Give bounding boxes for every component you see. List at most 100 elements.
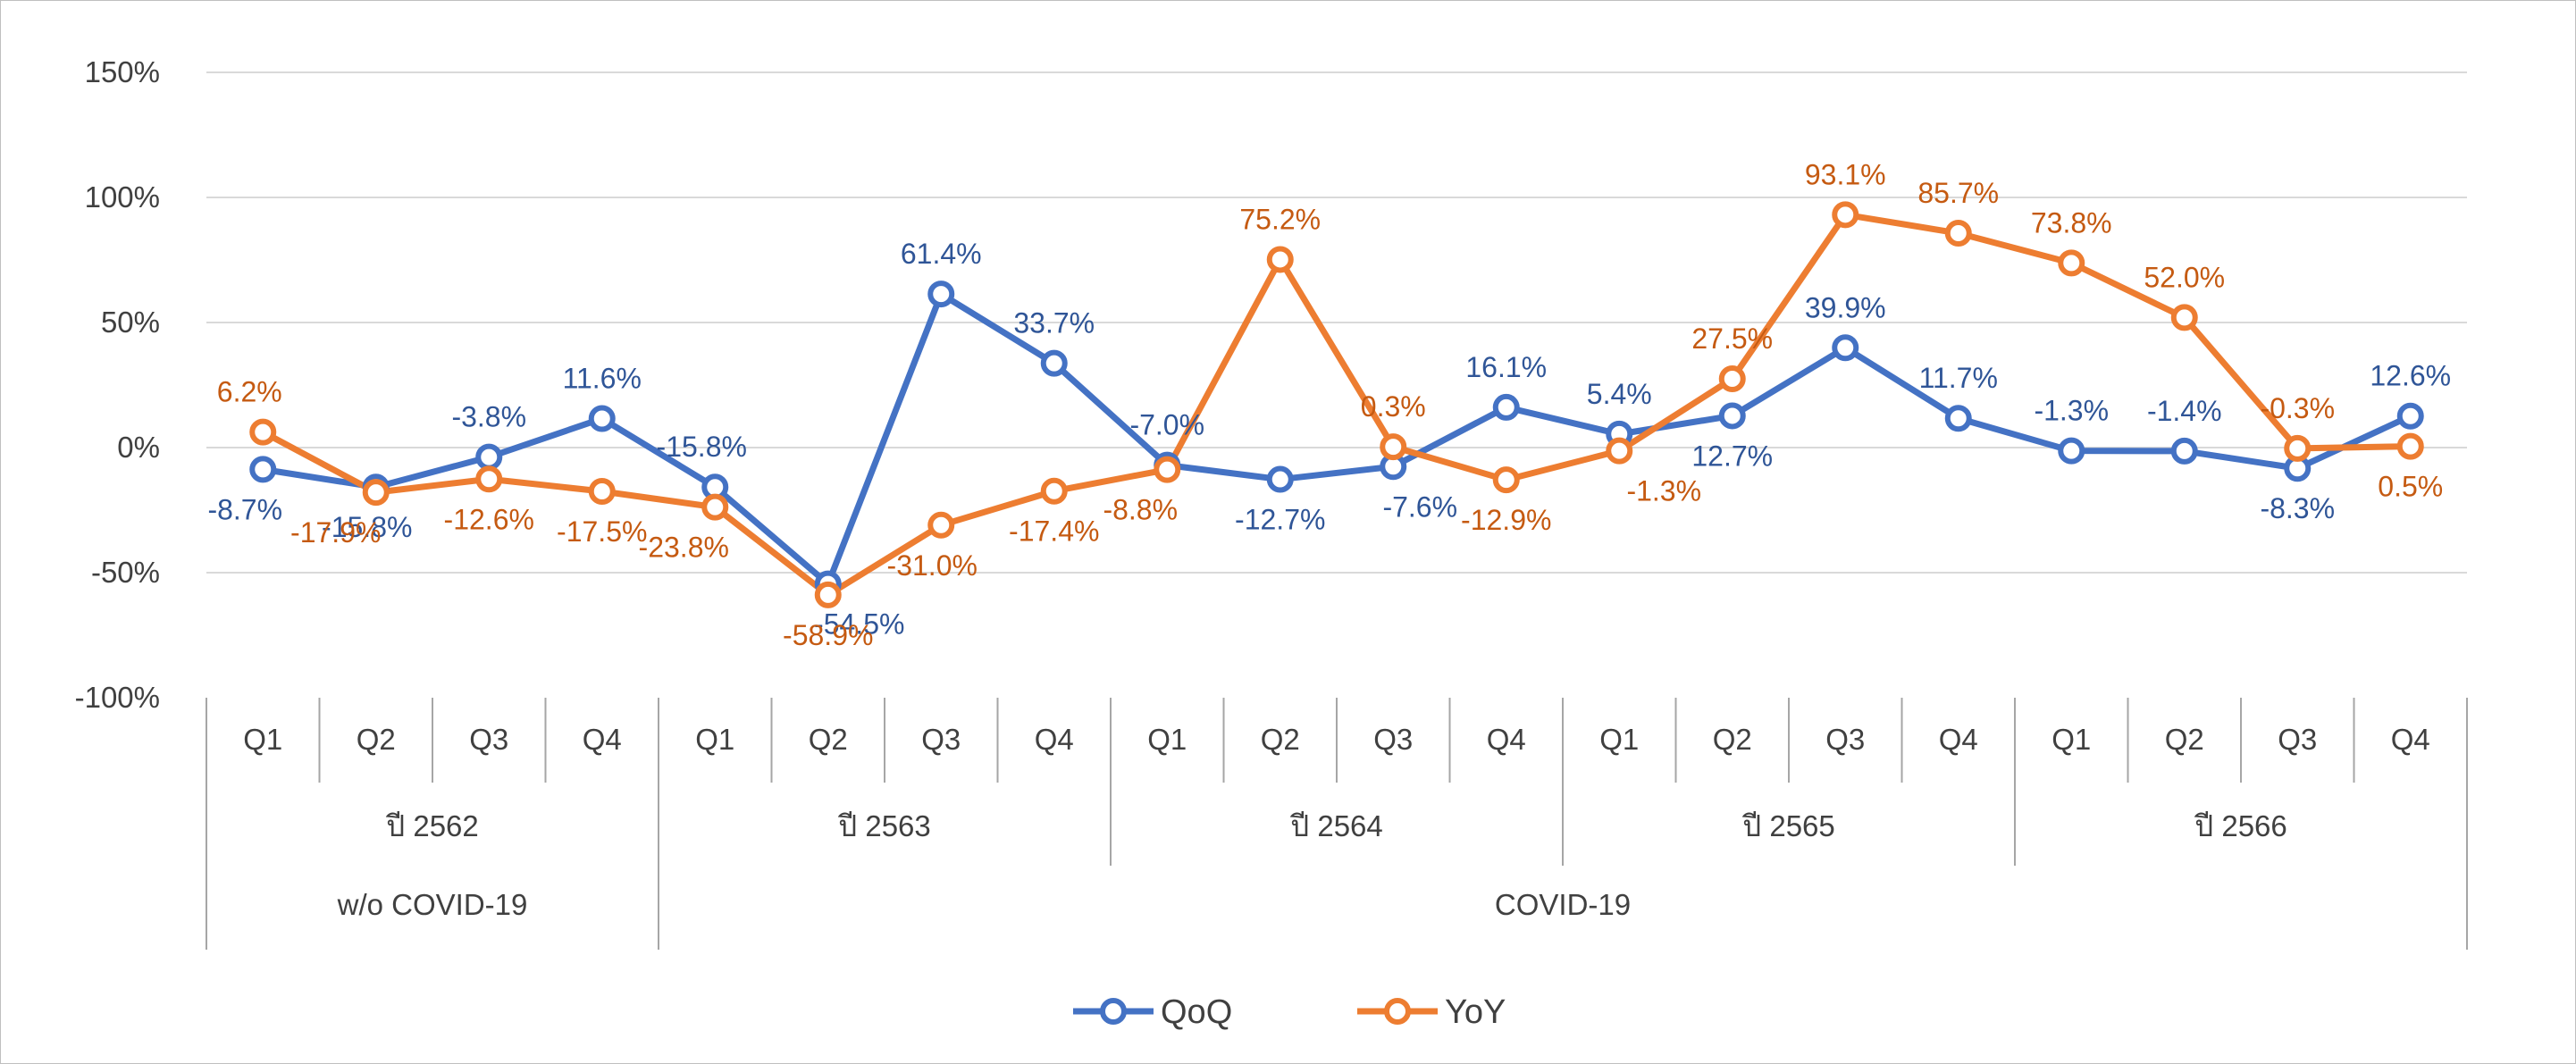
- legend-marker: [1384, 998, 1411, 1025]
- data-label: -23.8%: [639, 532, 729, 564]
- data-label: -1.4%: [2147, 395, 2222, 427]
- data-label: -3.8%: [451, 401, 526, 433]
- y-tick-label: 100%: [85, 180, 160, 214]
- x-tick-label: Q1: [1147, 723, 1187, 756]
- data-label: -12.9%: [1461, 504, 1551, 536]
- x-tick-label: Q3: [1825, 723, 1865, 756]
- x-tick-label: Q4: [583, 723, 622, 756]
- period-group-label: COVID-19: [1495, 888, 1631, 921]
- data-point: [927, 511, 955, 539]
- data-label: -31.0%: [887, 549, 978, 582]
- data-point: [2284, 434, 2312, 462]
- data-label: -1.3%: [1626, 475, 1701, 507]
- data-label: -17.9%: [290, 516, 381, 549]
- year-group-label: ปี 2564: [1289, 809, 1383, 842]
- year-group-label: ปี 2562: [385, 809, 479, 842]
- data-label: 61.4%: [901, 238, 982, 270]
- legend-item-qoq: QoQ: [1073, 993, 1232, 1031]
- data-point: [1944, 220, 1972, 247]
- data-point: [1154, 456, 1181, 483]
- legend-label: QoQ: [1161, 993, 1232, 1031]
- data-label: 0.3%: [1361, 390, 1426, 423]
- data-label: -7.6%: [1382, 490, 1457, 523]
- year-group-label: ปี 2563: [837, 809, 931, 842]
- data-label: -12.6%: [444, 503, 534, 535]
- data-point: [2170, 437, 2198, 465]
- data-point: [1492, 393, 1520, 421]
- legend-item-yoy: YoY: [1357, 993, 1506, 1031]
- x-tick-label: Q2: [357, 723, 396, 756]
- data-label: -12.7%: [1235, 504, 1325, 536]
- data-point: [1606, 437, 1633, 465]
- data-label: -17.4%: [1009, 515, 1099, 548]
- data-label: -1.3%: [2034, 395, 2109, 427]
- legend-label: YoY: [1445, 993, 1506, 1031]
- data-point: [927, 281, 955, 308]
- data-point: [2396, 432, 2424, 460]
- data-point: [2170, 304, 2198, 331]
- x-tick-label: Q1: [2052, 723, 2091, 756]
- data-label: -8.8%: [1103, 494, 1178, 526]
- x-tick-label: Q4: [1939, 723, 1978, 756]
- data-point: [1718, 402, 1746, 430]
- data-point: [475, 465, 503, 493]
- data-point: [2058, 437, 2085, 465]
- data-point: [2058, 249, 2085, 277]
- year-group-label: ปี 2566: [2194, 809, 2287, 842]
- data-label: 27.5%: [1691, 323, 1773, 355]
- data-point: [249, 418, 277, 446]
- x-tick-label: Q1: [695, 723, 734, 756]
- data-point: [1040, 349, 1068, 377]
- series-line-yoy: [259, 211, 2414, 599]
- data-label: -15.8%: [657, 431, 747, 463]
- series-lines: [249, 201, 2424, 608]
- data-point: [588, 478, 616, 505]
- data-label: 52.0%: [2144, 261, 2225, 293]
- x-tick-label: Q1: [243, 723, 282, 756]
- data-point: [249, 456, 277, 483]
- data-label: -0.3%: [2260, 392, 2335, 424]
- x-tick-label: Q2: [809, 723, 848, 756]
- data-point: [1266, 465, 1294, 493]
- data-point: [1944, 405, 1972, 432]
- data-point: [1718, 365, 1746, 392]
- data-label: 0.5%: [2378, 471, 2443, 503]
- x-tick-label: Q3: [921, 723, 961, 756]
- data-label: -58.9%: [783, 619, 873, 651]
- data-point: [1832, 201, 1859, 229]
- legend-marker: [1100, 998, 1127, 1025]
- data-point: [2396, 402, 2424, 430]
- data-label: 11.7%: [1919, 362, 1998, 394]
- x-tick-label: Q4: [2391, 723, 2430, 756]
- x-tick-label: Q2: [1261, 723, 1300, 756]
- x-tick-label: Q4: [1035, 723, 1074, 756]
- data-labels: -8.7% -15.8% -3.8% 11.6% -15.8% -54.5% 61.4% 33…: [207, 158, 2451, 651]
- data-point: [1380, 433, 1407, 461]
- x-tick-label: Q1: [1599, 723, 1639, 756]
- data-point: [362, 479, 390, 507]
- data-label: 85.7%: [1917, 177, 1999, 209]
- x-tick-label: Q3: [1373, 723, 1413, 756]
- data-point: [814, 581, 842, 608]
- data-label: 12.6%: [2370, 360, 2451, 392]
- x-tick-label: Q3: [2278, 723, 2317, 756]
- gridlines: -100% -50% 0% 50% 100% 150%: [75, 55, 2467, 714]
- data-label: 6.2%: [217, 376, 282, 408]
- data-label: 5.4%: [1587, 378, 1652, 410]
- data-label: -15.8%: [322, 511, 412, 543]
- x-tick-label: Q4: [1487, 723, 1526, 756]
- x-tick-label: Q2: [2165, 723, 2204, 756]
- data-point: [588, 405, 616, 432]
- x-tick-label: Q3: [469, 723, 508, 756]
- data-point: [1492, 466, 1520, 494]
- y-tick-label: -50%: [91, 556, 160, 589]
- data-label: 12.7%: [1691, 440, 1773, 472]
- data-point: [1266, 246, 1294, 273]
- data-label: 75.2%: [1239, 203, 1321, 235]
- data-label: -8.3%: [2260, 492, 2335, 524]
- data-label: 93.1%: [1805, 158, 1886, 190]
- data-point: [701, 493, 729, 521]
- y-tick-label: 150%: [85, 55, 160, 88]
